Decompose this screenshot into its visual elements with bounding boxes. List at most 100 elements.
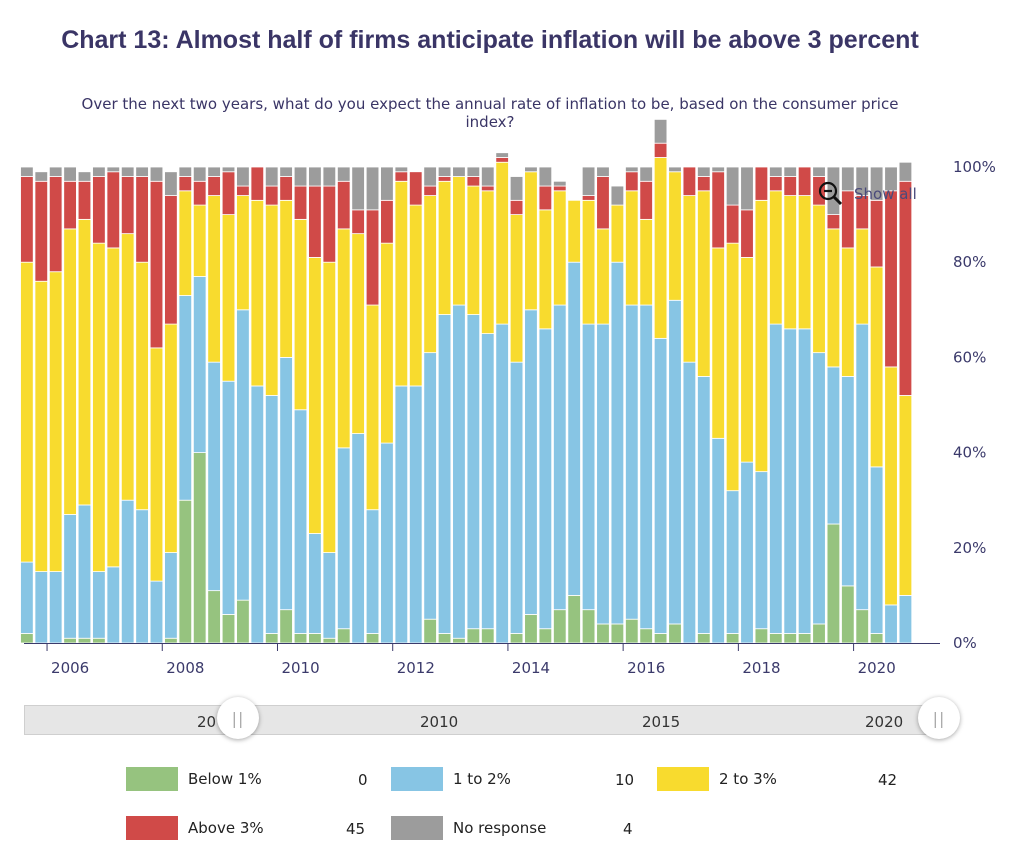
bar-segment-above-3[interactable] xyxy=(63,180,77,230)
navigator-right-handle[interactable]: || xyxy=(918,697,960,739)
bar-segment-1-to-2[interactable] xyxy=(409,385,423,644)
bar-segment-2-to-3[interactable] xyxy=(149,347,164,582)
bar-segment-no-response[interactable] xyxy=(581,166,596,196)
bar-segment-1-to-2[interactable] xyxy=(63,514,77,639)
bar-segment-above-3[interactable] xyxy=(869,199,884,268)
bar-segment-no-response[interactable] xyxy=(192,166,207,182)
bar-segment-no-response[interactable] xyxy=(423,166,437,187)
bar-segment-2-to-3[interactable] xyxy=(481,190,495,335)
bar-segment-no-response[interactable] xyxy=(34,171,49,182)
bar-segment-2-to-3[interactable] xyxy=(423,195,437,354)
bar-segment-1-to-2[interactable] xyxy=(754,471,769,630)
range-navigator[interactable]: 20 2010 2015 2020 xyxy=(24,705,940,735)
bar-segment-above-3[interactable] xyxy=(322,185,337,263)
bar-segment-above-3[interactable] xyxy=(336,180,351,230)
bar-segment-no-response[interactable] xyxy=(322,166,337,187)
bar-segment-no-response[interactable] xyxy=(812,166,826,177)
bar-segment-2-to-3[interactable] xyxy=(48,271,63,573)
bar-segment-no-response[interactable] xyxy=(769,166,783,177)
legend-item-1-to-2[interactable]: 1 to 2% xyxy=(391,767,511,791)
bar-segment-no-response[interactable] xyxy=(336,166,351,182)
bar-segment-below-1[interactable] xyxy=(365,633,380,644)
bar-segment-2-to-3[interactable] xyxy=(740,257,754,463)
bar-segment-1-to-2[interactable] xyxy=(178,295,193,501)
bar-segment-no-response[interactable] xyxy=(279,166,293,177)
bar-segment-no-response[interactable] xyxy=(437,166,452,177)
bar-segment-below-1[interactable] xyxy=(437,633,452,644)
bar-segment-below-1[interactable] xyxy=(20,633,34,644)
bar-segment-2-to-3[interactable] xyxy=(34,280,49,572)
bar-segment-no-response[interactable] xyxy=(783,166,797,177)
bar-segment-below-1[interactable] xyxy=(812,623,826,644)
bar-segment-above-3[interactable] xyxy=(351,209,365,235)
bar-segment-1-to-2[interactable] xyxy=(264,395,279,634)
bar-segment-2-to-3[interactable] xyxy=(826,228,841,368)
bar-segment-1-to-2[interactable] xyxy=(466,314,481,630)
bar-segment-no-response[interactable] xyxy=(869,166,884,201)
bar-segment-above-3[interactable] xyxy=(221,171,236,215)
bar-segment-above-3[interactable] xyxy=(509,199,524,216)
bar-segment-no-response[interactable] xyxy=(553,180,567,187)
bar-segment-2-to-3[interactable] xyxy=(365,304,380,511)
bar-segment-1-to-2[interactable] xyxy=(322,552,337,639)
bar-segment-no-response[interactable] xyxy=(625,166,639,173)
bar-segment-1-to-2[interactable] xyxy=(164,552,178,639)
bar-segment-above-3[interactable] xyxy=(797,166,812,196)
bar-segment-2-to-3[interactable] xyxy=(869,266,884,468)
bar-segment-1-to-2[interactable] xyxy=(380,442,394,644)
bar-segment-2-to-3[interactable] xyxy=(596,228,610,325)
bar-segment-1-to-2[interactable] xyxy=(553,304,567,611)
bar-segment-above-3[interactable] xyxy=(236,185,250,196)
bar-segment-no-response[interactable] xyxy=(740,166,754,211)
bar-segment-2-to-3[interactable] xyxy=(279,199,293,358)
legend-item-below-1[interactable]: Below 1% xyxy=(126,767,262,791)
bar-segment-2-to-3[interactable] xyxy=(63,228,77,515)
bar-segment-above-3[interactable] xyxy=(884,190,898,368)
bar-segment-below-1[interactable] xyxy=(754,628,769,644)
bar-segment-below-1[interactable] xyxy=(639,628,653,644)
bar-segment-no-response[interactable] xyxy=(365,166,380,211)
bar-segment-1-to-2[interactable] xyxy=(610,261,625,625)
bar-segment-below-1[interactable] xyxy=(164,637,178,644)
bar-segment-1-to-2[interactable] xyxy=(192,276,207,454)
bar-segment-no-response[interactable] xyxy=(481,166,495,187)
legend-item-2-to-3[interactable]: 2 to 3% xyxy=(657,767,777,791)
bar-segment-2-to-3[interactable] xyxy=(524,171,538,311)
bar-segment-below-1[interactable] xyxy=(769,633,783,644)
bar-segment-no-response[interactable] xyxy=(452,166,466,177)
bar-segment-2-to-3[interactable] xyxy=(812,204,826,354)
bar-segment-below-1[interactable] xyxy=(538,628,553,644)
bar-segment-no-response[interactable] xyxy=(668,166,682,173)
bar-segment-above-3[interactable] xyxy=(769,176,783,192)
bar-segment-below-1[interactable] xyxy=(192,452,207,644)
bar-segment-above-3[interactable] xyxy=(740,209,754,258)
bar-segment-1-to-2[interactable] xyxy=(250,385,265,644)
bar-segment-1-to-2[interactable] xyxy=(336,447,351,630)
bar-segment-2-to-3[interactable] xyxy=(164,323,178,553)
bar-segment-2-to-3[interactable] xyxy=(639,218,653,306)
bar-segment-2-to-3[interactable] xyxy=(884,366,898,606)
bar-segment-1-to-2[interactable] xyxy=(668,299,682,625)
bar-segment-1-to-2[interactable] xyxy=(639,304,653,630)
bar-segment-no-response[interactable] xyxy=(207,166,221,177)
bar-segment-below-1[interactable] xyxy=(509,633,524,644)
bar-segment-no-response[interactable] xyxy=(178,166,193,177)
bar-segment-below-1[interactable] xyxy=(567,595,581,644)
bar-segment-1-to-2[interactable] xyxy=(236,309,250,601)
bar-segment-above-3[interactable] xyxy=(711,171,725,249)
bar-segment-below-1[interactable] xyxy=(293,633,308,644)
bar-segment-above-3[interactable] xyxy=(48,176,63,273)
bar-segment-no-response[interactable] xyxy=(495,152,509,158)
bar-segment-2-to-3[interactable] xyxy=(682,195,697,363)
bar-segment-1-to-2[interactable] xyxy=(120,499,135,644)
bar-segment-1-to-2[interactable] xyxy=(682,361,697,644)
bar-segment-1-to-2[interactable] xyxy=(653,337,668,634)
bar-segment-2-to-3[interactable] xyxy=(135,261,149,511)
bar-segment-above-3[interactable] xyxy=(538,185,553,211)
bar-segment-2-to-3[interactable] xyxy=(538,209,553,330)
bar-segment-above-3[interactable] xyxy=(380,199,394,244)
bar-segment-no-response[interactable] xyxy=(236,166,250,187)
bar-segment-above-3[interactable] xyxy=(826,214,841,230)
bar-segment-below-1[interactable] xyxy=(336,628,351,644)
bar-segment-2-to-3[interactable] xyxy=(221,214,236,382)
